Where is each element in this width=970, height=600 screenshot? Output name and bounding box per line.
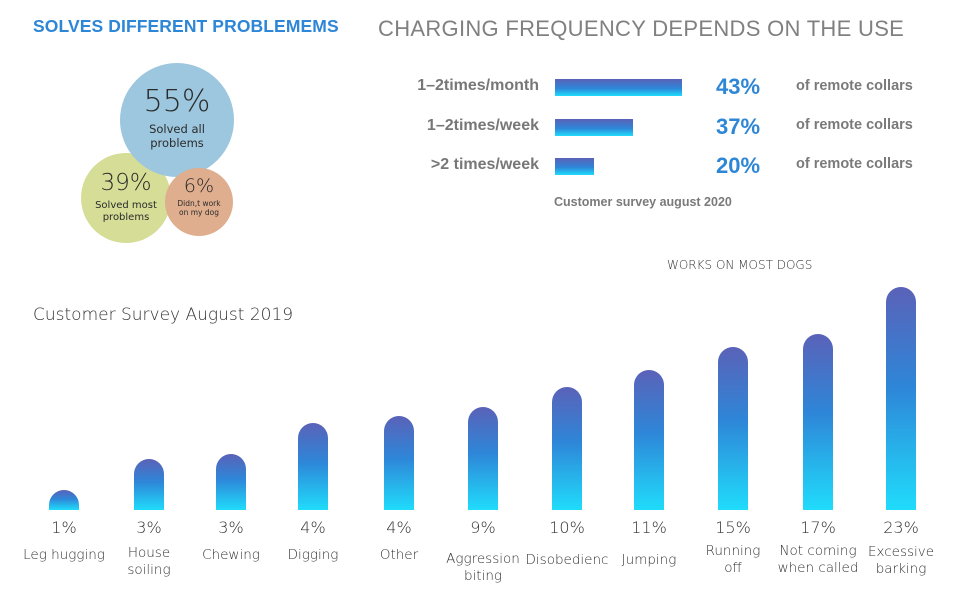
v-value-label: 4% <box>386 518 412 537</box>
h-bar <box>555 79 682 96</box>
h-category-label: 1–2times/month <box>417 77 539 94</box>
solves-problems-title: SOLVES DIFFERENT PROBLEMEMS <box>33 16 339 36</box>
v-bar <box>216 454 246 510</box>
h-value-label: 43% <box>716 74 761 99</box>
bubble-value: 39% <box>100 170 152 196</box>
charging-frequency-title: CHARGING FREQUENCY DEPENDS ON THE USE <box>378 16 905 41</box>
works-on-most-dogs-annotation: WORKS ON MOST DOGS <box>667 258 813 272</box>
v-bar <box>634 370 664 510</box>
bubble-label: Didn,t work on my dog <box>165 199 233 217</box>
survey-source-2020: Customer survey august 2020 <box>554 195 732 209</box>
h-bar <box>555 119 633 136</box>
survey-title-2019: Customer Survey August 2019 <box>33 305 294 325</box>
bubble-label: Solved most problems <box>81 200 171 224</box>
v-bar <box>134 459 164 510</box>
v-bar <box>384 416 414 510</box>
v-bar <box>468 407 498 510</box>
h-value-label: 20% <box>716 153 761 178</box>
bubble-didnt-work: 6% Didn,t work on my dog <box>165 168 233 236</box>
h-bar <box>555 158 594 175</box>
h-value-suffix: of remote collars <box>796 156 913 172</box>
v-bar <box>552 387 582 510</box>
bubble-label: Solved all problems <box>120 122 234 151</box>
v-value-label: 15% <box>715 518 751 537</box>
v-category-label: Aggression biting <box>446 551 520 584</box>
v-category-label: Running off <box>705 543 761 576</box>
h-value-label: 37% <box>716 114 761 139</box>
v-value-label: 9% <box>470 518 496 537</box>
v-value-label: 1% <box>51 518 77 537</box>
v-value-label: 10% <box>549 518 585 537</box>
v-category-label: House soiling <box>127 545 171 578</box>
v-category-label: Chewing <box>202 547 260 563</box>
v-category-label: Leg hugging <box>23 547 105 563</box>
v-bar <box>718 347 748 510</box>
v-value-label: 23% <box>883 518 919 537</box>
v-value-label: 17% <box>800 518 836 537</box>
v-category-label: Jumping <box>621 552 677 568</box>
v-bar <box>298 423 328 510</box>
bubble-label-text: Solved all problems <box>149 122 205 150</box>
bubble-solved-all: 55% Solved all problems <box>120 63 234 177</box>
v-category-label: Not coming when called <box>777 543 859 576</box>
v-category-label: Other <box>379 547 419 563</box>
h-category-label: >2 times/week <box>430 156 539 173</box>
bubble-value: 55% <box>143 84 211 119</box>
bubble-value: 6% <box>183 175 215 197</box>
h-category-label: 1–2times/week <box>426 117 539 134</box>
h-value-suffix: of remote collars <box>796 78 913 94</box>
v-value-label: 11% <box>631 518 667 537</box>
v-value-label: 3% <box>136 518 162 537</box>
v-bar <box>886 287 916 510</box>
v-category-label: Disobedienc <box>525 552 609 568</box>
bubble-label-text: Didn,t work on my dog <box>177 199 221 217</box>
v-category-label: Digging <box>287 547 339 563</box>
v-bar <box>803 334 833 510</box>
v-category-label: Excessive barking <box>867 544 935 577</box>
v-value-label: 3% <box>218 518 244 537</box>
bubble-label-text: Solved most problems <box>95 200 157 223</box>
v-value-label: 4% <box>300 518 326 537</box>
h-value-suffix: of remote collars <box>796 117 913 133</box>
v-bar <box>49 490 79 510</box>
